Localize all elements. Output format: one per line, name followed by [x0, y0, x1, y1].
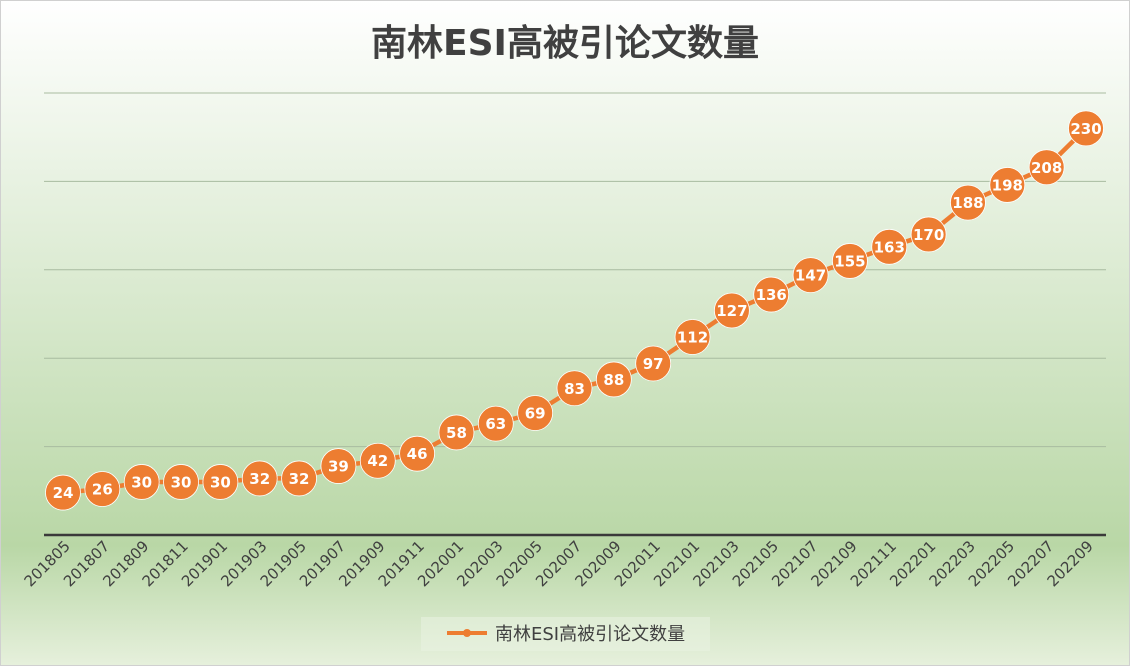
data-label: 208	[1031, 159, 1062, 177]
data-point: 155	[832, 243, 868, 279]
data-point: 230	[1068, 110, 1104, 147]
data-label: 58	[446, 424, 467, 442]
data-point-marker	[123, 464, 160, 500]
data-point-marker	[1068, 110, 1104, 147]
data-point-marker	[595, 361, 632, 398]
data-point: 188	[950, 184, 986, 221]
data-label: 30	[131, 473, 152, 491]
data-point-marker	[202, 464, 239, 500]
data-point-marker	[556, 370, 593, 407]
data-label: 136	[756, 286, 787, 304]
data-point: 46	[399, 435, 436, 472]
data-label: 230	[1070, 120, 1101, 138]
data-point-marker	[832, 243, 868, 279]
gridlines	[44, 92, 1106, 448]
data-point-marker	[359, 442, 396, 479]
data-label: 32	[289, 470, 310, 488]
data-label: 188	[952, 194, 983, 212]
data-point: 198	[989, 167, 1026, 203]
data-point-marker	[517, 395, 554, 431]
data-points: 24 26 30 30 30 32 32 39 42 46 58 63 69 83 88 97 112 127 13…	[45, 110, 1104, 511]
data-label: 63	[485, 415, 506, 433]
data-point: 147	[792, 257, 829, 294]
data-label: 155	[834, 252, 865, 270]
data-point-marker	[753, 276, 790, 313]
data-point-marker	[320, 448, 357, 484]
data-point: 30	[163, 464, 199, 500]
data-point: 30	[123, 464, 160, 500]
data-point: 208	[1028, 149, 1065, 186]
data-point-marker	[163, 464, 199, 500]
data-label: 30	[210, 473, 231, 491]
data-label: 112	[677, 328, 708, 346]
data-point: 58	[438, 414, 475, 451]
data-label: 83	[564, 380, 585, 398]
data-label: 30	[171, 473, 192, 491]
data-point: 69	[517, 395, 554, 431]
data-point: 127	[713, 292, 750, 329]
data-point-marker	[674, 319, 711, 355]
data-point-marker	[792, 257, 829, 294]
data-point: 136	[753, 276, 790, 313]
data-label: 46	[407, 445, 428, 463]
data-point-marker	[950, 184, 986, 221]
data-label: 163	[874, 238, 905, 256]
data-point: 97	[635, 345, 672, 382]
data-label: 127	[716, 302, 747, 320]
legend[interactable]: 南林ESI高被引论文数量	[421, 617, 710, 651]
data-point: 88	[595, 361, 632, 398]
data-point-marker	[399, 435, 436, 472]
data-label: 97	[643, 355, 664, 373]
data-point: 163	[871, 228, 908, 265]
legend-label: 南林ESI高被引论文数量	[495, 624, 685, 645]
data-point-marker	[477, 405, 514, 442]
data-point: 170	[910, 216, 947, 253]
data-label: 69	[525, 405, 546, 423]
data-point: 32	[281, 460, 317, 497]
data-point-marker	[635, 345, 672, 382]
data-label: 24	[53, 484, 74, 502]
data-point-marker	[438, 414, 475, 451]
data-point: 30	[202, 464, 239, 500]
data-point-marker	[871, 228, 908, 265]
data-point-marker	[713, 292, 750, 329]
data-point-marker	[84, 471, 121, 507]
legend-marker-icon	[463, 629, 471, 637]
data-point: 42	[359, 442, 396, 479]
data-point-marker	[910, 216, 947, 253]
data-point-marker	[281, 460, 317, 497]
data-label: 32	[249, 470, 270, 488]
data-point-marker	[1028, 149, 1065, 186]
data-label: 170	[913, 226, 944, 244]
data-point: 112	[674, 319, 711, 355]
data-point: 24	[45, 474, 81, 511]
data-point: 83	[556, 370, 593, 407]
data-point: 32	[241, 460, 278, 497]
data-label: 198	[992, 176, 1023, 194]
data-point: 39	[320, 448, 357, 484]
data-point-marker	[989, 167, 1026, 203]
chart-title: 南林ESI高被引论文数量	[371, 23, 759, 64]
data-point: 26	[84, 471, 121, 507]
data-point: 63	[477, 405, 514, 442]
data-label: 147	[795, 267, 826, 285]
data-label: 88	[603, 371, 624, 389]
data-label: 26	[92, 481, 113, 499]
data-label: 42	[367, 452, 388, 470]
data-label: 39	[328, 458, 349, 476]
data-point-marker	[241, 460, 278, 497]
data-point-marker	[45, 474, 81, 511]
